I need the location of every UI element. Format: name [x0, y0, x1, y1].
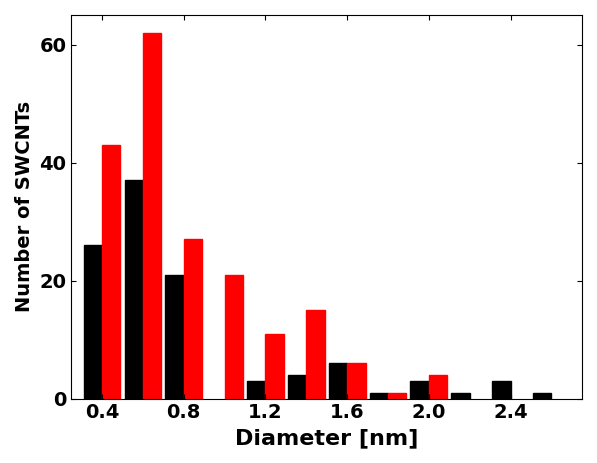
Bar — [224, 275, 243, 399]
Bar — [451, 393, 470, 399]
Bar — [165, 275, 184, 399]
Bar — [288, 375, 306, 399]
Bar — [306, 310, 325, 399]
Bar — [492, 381, 510, 399]
Bar — [370, 393, 388, 399]
Bar — [347, 363, 365, 399]
Bar — [247, 381, 266, 399]
X-axis label: Diameter [nm]: Diameter [nm] — [235, 428, 418, 448]
Bar — [429, 375, 447, 399]
Bar — [329, 363, 347, 399]
Bar — [266, 334, 284, 399]
Bar — [533, 393, 552, 399]
Y-axis label: Number of SWCNTs: Number of SWCNTs — [15, 101, 34, 313]
Bar — [143, 33, 161, 399]
Bar — [388, 393, 407, 399]
Bar — [184, 239, 202, 399]
Bar — [125, 180, 143, 399]
Bar — [411, 381, 429, 399]
Bar — [102, 145, 121, 399]
Bar — [84, 245, 102, 399]
